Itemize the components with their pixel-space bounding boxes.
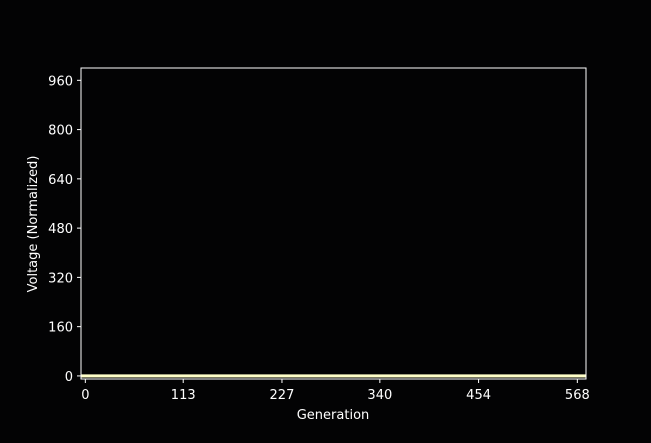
x-tick-label: 113 (171, 388, 196, 403)
x-tick-label: 0 (81, 388, 89, 403)
axes-background (81, 68, 586, 379)
x-tick-label: 340 (367, 388, 392, 403)
plot-area (81, 68, 586, 379)
x-tick-label: 568 (565, 388, 590, 403)
y-tick-label: 960 (48, 74, 73, 89)
y-tick-label: 480 (48, 222, 73, 237)
x-tick-label: 227 (270, 388, 295, 403)
x-tick-label: 454 (466, 388, 491, 403)
y-tick-label: 320 (48, 271, 73, 286)
y-tick-label: 800 (48, 124, 73, 139)
y-tick-label: 160 (48, 321, 73, 336)
heatmap-band (81, 374, 586, 377)
x-axis-label: Generation (297, 408, 370, 423)
y-tick-label: 0 (65, 370, 73, 385)
y-tick-label: 640 (48, 173, 73, 188)
y-axis-label: Voltage (Normalized) (26, 156, 41, 293)
